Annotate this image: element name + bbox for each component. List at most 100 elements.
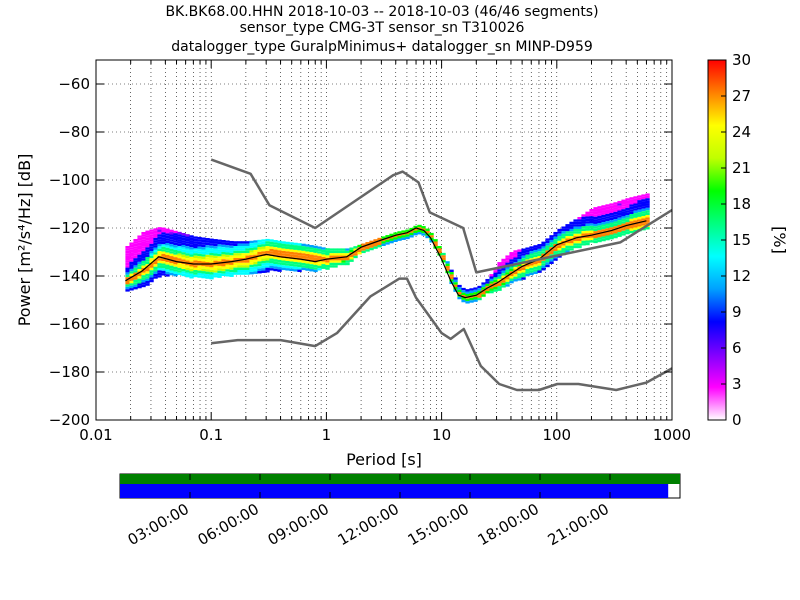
psd-cell [633, 229, 638, 233]
psd-cell [225, 240, 230, 243]
psd-cell [629, 230, 634, 234]
psd-cell [193, 274, 198, 278]
psd-cell [513, 274, 518, 277]
psd-cell [209, 255, 214, 258]
psd-cell [525, 271, 530, 274]
psd-cell [225, 242, 230, 246]
psd-cell [385, 239, 390, 243]
psd-cell [501, 270, 506, 274]
psd-cell [589, 232, 594, 236]
psd-cell [193, 241, 198, 244]
psd-cell [341, 262, 346, 266]
psd-cell [601, 226, 606, 230]
psd-cell [325, 250, 330, 253]
psd-cell [229, 252, 234, 256]
psd-cell [501, 258, 506, 262]
psd-cell [529, 263, 534, 266]
psd-cell [229, 240, 234, 244]
psd-cell [521, 270, 526, 273]
psd-cell [645, 200, 650, 204]
colorbar: 0 3 6 9 12 15 18 21 24 27 30 [%] [707, 51, 789, 429]
psd-cell [265, 246, 270, 249]
psd-cell [501, 263, 506, 266]
psd-cell [153, 269, 158, 272]
psd-cell [209, 274, 214, 277]
psd-cell [637, 195, 642, 198]
psd-cell [217, 275, 222, 278]
psd-cell [641, 223, 646, 226]
psd-cell [549, 261, 554, 264]
psd-cell [365, 249, 370, 252]
psd-cell [641, 213, 646, 216]
psd-cell [509, 271, 514, 274]
psd-cell [261, 256, 266, 259]
psd-cell [141, 272, 146, 276]
psd-cell [329, 253, 334, 256]
psd-cell [221, 268, 226, 272]
psd-cell [573, 233, 578, 237]
psd-cell [133, 284, 138, 287]
psd-cell [537, 244, 542, 247]
psd-cell [217, 253, 222, 257]
psd-cell [265, 260, 270, 263]
psd-cell [153, 264, 158, 267]
psd-cell [209, 272, 214, 275]
psd-cell [189, 276, 194, 279]
psd-cell [181, 242, 186, 245]
psd-cell [149, 260, 154, 264]
psd-cell [557, 238, 562, 241]
psd-cell [221, 247, 226, 250]
psd-cell [577, 221, 582, 225]
psd-cell [165, 231, 170, 234]
psd-cell [365, 246, 370, 250]
psd-cell [549, 244, 554, 248]
psd-cell [141, 265, 146, 268]
psd-cell [261, 268, 266, 271]
psd-cell [493, 286, 498, 290]
psd-cell [201, 275, 206, 279]
psd-cell [137, 266, 142, 270]
psd-cell [597, 222, 602, 226]
psd-cell [137, 235, 142, 238]
psd-cell [161, 227, 166, 230]
psd-cell [417, 224, 422, 228]
psd-cell [185, 236, 190, 239]
psd-cell [325, 267, 330, 270]
psd-cell [197, 256, 202, 259]
psd-cell [497, 281, 502, 284]
psd-cell [165, 252, 170, 256]
psd-cell [509, 254, 514, 257]
psd-cell [429, 235, 434, 238]
y-tick-label: −60 [58, 75, 90, 93]
psd-cell [533, 249, 538, 253]
psd-cell [297, 245, 302, 248]
psd-cell [165, 259, 170, 263]
psd-cell [645, 207, 650, 211]
psd-cell [161, 234, 166, 238]
psd-cell [413, 230, 418, 233]
psd-cell [201, 247, 206, 250]
psd-cell [353, 250, 358, 254]
psd-cell [385, 237, 390, 240]
psd-cell [421, 226, 426, 229]
psd-cell [529, 267, 534, 271]
psd-cell [373, 241, 378, 245]
psd-cell [133, 270, 138, 273]
psd-cell [589, 225, 594, 229]
psd-cell [389, 238, 394, 241]
psd-cell [381, 238, 386, 242]
x-tick-label: 1 [322, 426, 332, 444]
psd-cell [337, 255, 342, 258]
psd-cell [289, 244, 294, 248]
psd-cell [265, 243, 270, 247]
psd-cell [425, 228, 430, 231]
psd-cell [517, 275, 522, 279]
psd-cell [521, 267, 526, 271]
psd-cell [573, 224, 578, 227]
psd-cell [249, 240, 254, 244]
psd-cell [633, 227, 638, 230]
psd-cell [153, 252, 158, 255]
psd-cell [545, 252, 550, 256]
psd-cell [509, 259, 514, 262]
psd-cell [277, 269, 282, 272]
